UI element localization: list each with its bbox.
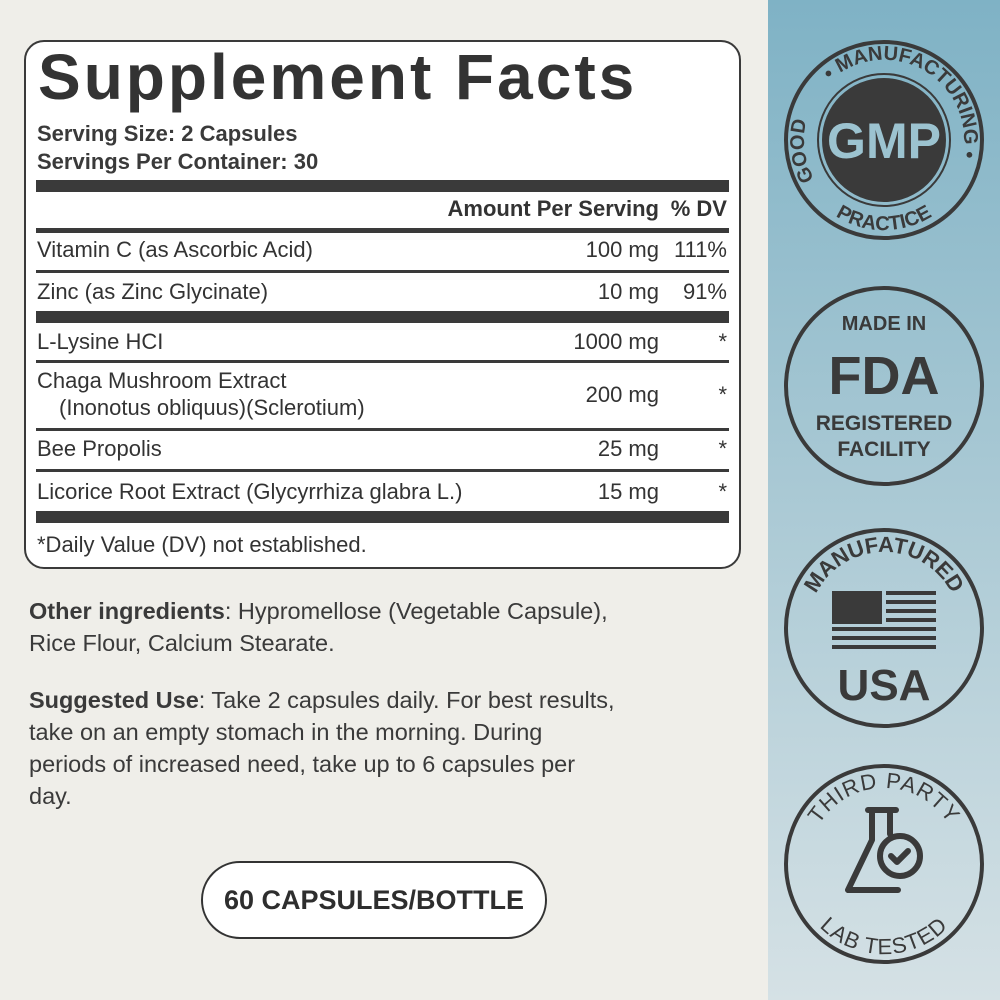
other-ingredients-text: : Hypromellose (Vegetable Capsule), xyxy=(224,598,608,624)
gmp-center-text: GMP xyxy=(827,113,941,169)
suggested-use: Suggested Use: Take 2 capsules daily. Fo… xyxy=(29,684,749,812)
ingredient-dv: * xyxy=(718,329,727,354)
ingredient-name: Vitamin C (as Ascorbic Acid) xyxy=(37,237,313,262)
svg-text:MANUFATURED: MANUFATURED xyxy=(799,532,969,597)
suggested-use-text: take on an empty stomach in the morning.… xyxy=(29,719,543,745)
ingredient-amount: 100 mg xyxy=(585,237,659,262)
divider xyxy=(36,228,729,233)
capsule-count-badge: 60 CAPSULES/BOTTLE xyxy=(201,861,547,939)
ingredient-dv: 111% xyxy=(673,237,727,262)
ingredient-amount: 25 mg xyxy=(597,436,659,461)
usa-badge-icon: MANUFATURED USA xyxy=(784,528,984,728)
svg-text:THIRD PARTY: THIRD PARTY xyxy=(803,768,966,828)
suggested-use-text: day. xyxy=(29,783,72,809)
fda-badge-icon: MADE IN FDA REGISTERED FACILITY xyxy=(784,286,984,486)
ingredient-name: Chaga Mushroom Extract xyxy=(37,368,287,393)
other-ingredients-text: Rice Flour, Calcium Stearate. xyxy=(29,630,335,656)
other-ingredients-label: Other ingredients xyxy=(29,598,225,624)
ingredient-name: Bee Propolis xyxy=(37,436,162,461)
svg-text:LAB TESTED: LAB TESTED xyxy=(816,912,952,959)
facts-title: Supplement Facts xyxy=(38,41,638,113)
lab-tested-badge-icon: THIRD PARTY LAB TESTED xyxy=(784,764,984,964)
fda-line4: FACILITY xyxy=(837,438,930,461)
ingredient-amount: 10 mg xyxy=(597,279,659,304)
lab-top-text: THIRD PARTY xyxy=(803,768,965,828)
ingredient-dv: * xyxy=(718,479,727,504)
footnote: *Daily Value (DV) not established. xyxy=(37,532,367,557)
header-dv: % DV xyxy=(670,196,727,221)
lab-bottom-text: LAB TESTED xyxy=(816,912,951,959)
ingredient-amount: 200 mg xyxy=(585,382,659,407)
usa-bottom-text: USA xyxy=(838,661,931,710)
ingredient-dv: * xyxy=(718,382,727,407)
fda-line2: FDA xyxy=(829,346,940,406)
fda-line1: MADE IN xyxy=(842,313,926,335)
ingredient-dv: * xyxy=(718,436,727,461)
ingredient-name: L-Lysine HCI xyxy=(37,329,164,354)
usa-top-text: MANUFATURED xyxy=(799,532,969,597)
thick-divider xyxy=(36,180,729,192)
ingredient-amount: 1000 mg xyxy=(573,329,659,354)
flask-check-icon xyxy=(845,807,923,893)
divider xyxy=(36,360,729,363)
header-amount: Amount Per Serving xyxy=(447,196,659,221)
fda-line3: REGISTERED xyxy=(816,412,953,435)
serving-size: Serving Size: 2 Capsules xyxy=(37,121,298,146)
ingredient-dv: 91% xyxy=(682,279,727,304)
ingredient-name: Licorice Root Extract (Glycyrrhiza glabr… xyxy=(37,479,463,504)
divider xyxy=(36,469,729,472)
ingredient-name-detail: (Inonotus obliquus)(Sclerotium) xyxy=(59,395,365,420)
servings-per-container: Servings Per Container: 30 xyxy=(37,149,319,174)
divider xyxy=(36,270,729,273)
gmp-badge-icon: • MANUFACTURING • GOOD PRACTICE GMP xyxy=(784,40,984,240)
thick-divider xyxy=(36,511,729,523)
thick-divider xyxy=(36,311,729,323)
us-flag-icon xyxy=(832,591,936,649)
suggested-use-text: : Take 2 capsules daily. For best result… xyxy=(198,687,615,713)
suggested-use-label: Suggested Use xyxy=(29,687,199,713)
suggested-use-text: periods of increased need, take up to 6 … xyxy=(29,751,576,777)
supplement-facts-panel: Supplement Facts Serving Size: 2 Capsule… xyxy=(24,40,741,569)
ingredient-amount: 15 mg xyxy=(597,479,659,504)
divider xyxy=(36,428,729,431)
other-ingredients: Other ingredients: Hypromellose (Vegetab… xyxy=(29,595,749,659)
table-row: Chaga Mushroom Extract (Inonotus obliquu… xyxy=(37,368,727,424)
ingredient-name: Zinc (as Zinc Glycinate) xyxy=(37,279,269,304)
